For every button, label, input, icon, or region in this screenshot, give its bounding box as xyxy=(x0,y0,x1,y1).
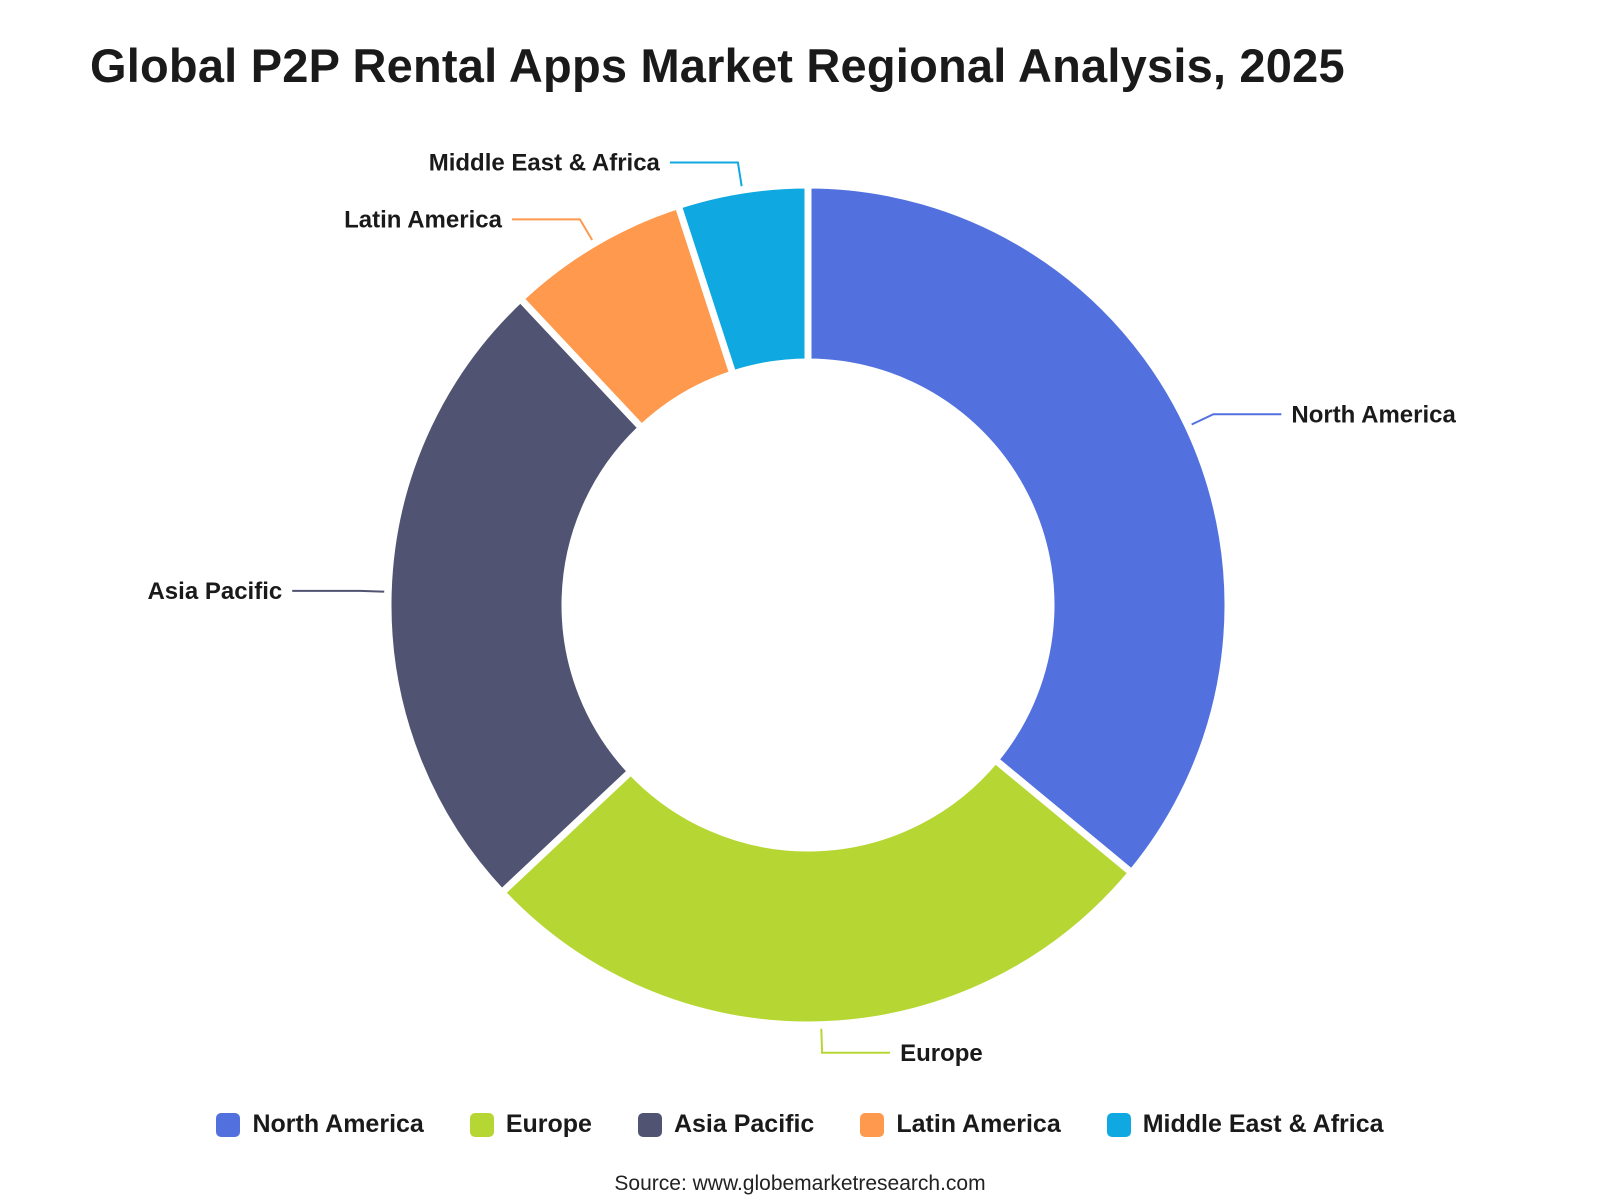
donut-slices xyxy=(384,181,1232,1029)
slice-europe xyxy=(498,756,1136,1029)
legend-swatch xyxy=(469,1112,494,1137)
source-note: Source: www.globemarketresearch.com xyxy=(614,1172,986,1195)
slice-north-america xyxy=(804,181,1232,877)
leader-line-middle-east-and-africa xyxy=(669,161,743,187)
legend-swatch xyxy=(1106,1112,1131,1137)
slice-label-middle-east-and-africa: Middle East & Africa xyxy=(429,150,661,177)
donut-chart: North America Europe Asia Pacific Latin Ame… xyxy=(147,150,1456,1067)
leader-lines xyxy=(292,161,1282,1054)
legend-item-north-america[interactable]: North America xyxy=(216,1110,424,1139)
leader-line-europe xyxy=(820,1028,891,1054)
legend-swatch xyxy=(637,1112,662,1137)
legend-item-latin-america[interactable]: Latin America xyxy=(860,1110,1061,1139)
slice-label-asia-pacific: Asia Pacific xyxy=(147,578,282,605)
legend-label: Asia Pacific xyxy=(673,1110,815,1138)
legend-item-asia-pacific[interactable]: Asia Pacific xyxy=(637,1110,815,1139)
legend-item-europe[interactable]: Europe xyxy=(469,1110,592,1139)
legend-label: Latin America xyxy=(896,1110,1061,1138)
legend-swatch xyxy=(216,1112,241,1137)
legend: North America Europe Asia Pacific Latin Ame… xyxy=(0,1110,1600,1139)
legend-label: Middle East & Africa xyxy=(1142,1110,1384,1138)
chart-title: Global P2P Rental Apps Market Regional A… xyxy=(90,39,1345,92)
slice-label-north-america: North America xyxy=(1291,401,1456,428)
leader-line-north-america xyxy=(1191,413,1282,426)
slice-labels: North America Europe Asia Pacific Latin Ame… xyxy=(147,150,1456,1067)
slice-middle-east-and-africa xyxy=(674,181,812,378)
legend-label: North America xyxy=(252,1110,424,1138)
leader-line-asia-pacific xyxy=(292,589,385,593)
slice-label-latin-america: Latin America xyxy=(344,206,502,233)
legend-swatch xyxy=(860,1112,885,1137)
leader-line-latin-america xyxy=(511,218,594,241)
legend-item-middle-east-and-africa[interactable]: Middle East & Africa xyxy=(1106,1110,1384,1139)
legend-label: Europe xyxy=(505,1110,592,1138)
slice-label-europe: Europe xyxy=(900,1040,983,1067)
slice-asia-pacific xyxy=(384,295,646,897)
